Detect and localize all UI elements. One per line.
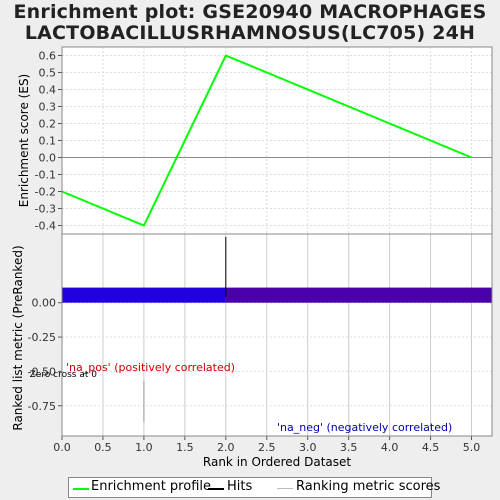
rank-y-tick-label-3: -0.75 [28, 400, 56, 413]
x-tick-label-1: 0.5 [94, 441, 112, 454]
es-y-tick-label-0: 0.6 [39, 50, 57, 63]
rank-panel-background [62, 234, 492, 436]
es-y-tick-label-1: 0.5 [39, 67, 57, 80]
x-tick-label-4: 2.0 [217, 441, 235, 454]
legend-swatch-ranking-metric [277, 488, 293, 489]
x-tick-label-8: 4.0 [381, 441, 399, 454]
chart-legend: Enrichment profile Hits Ranking metric s… [68, 477, 440, 498]
x-tick-label-6: 3.0 [299, 441, 317, 454]
x-tick-label-3: 1.5 [176, 441, 194, 454]
rank-panel-border [61, 233, 493, 437]
legend-label-enrichment-profile: Enrichment profile [91, 479, 211, 494]
x-tick-label-0: 0.0 [53, 441, 71, 454]
es-panel-background [62, 47, 492, 234]
chart-title-line-2: LACTOBACILLUSRHAMNOSUS(LC705) 24H [24, 22, 476, 44]
x-axis-title: Rank in Ordered Dataset [203, 455, 351, 469]
rank-y-tick-label-0: 0.00 [32, 297, 57, 310]
es-y-tick-label-6: 0.0 [39, 152, 57, 165]
negative-correlation-label: 'na_neg' (negatively correlated) [277, 421, 452, 434]
es-y-tick-label-2: 0.4 [39, 84, 57, 97]
es-y-tick-label-5: 0.1 [39, 135, 57, 148]
rank-y-tick-label-2: -0.50 [28, 365, 56, 378]
es-y-tick-label-7: -0.1 [35, 169, 56, 182]
es-y-tick-label-10: -0.4 [35, 220, 56, 233]
rank-y-axis-title: Ranked list metric (PreRanked) [11, 245, 25, 430]
legend-swatch-hits [208, 488, 224, 490]
chart-title-line-1: Enrichment plot: GSE20940 MACROPHAGES [13, 1, 487, 23]
positive-correlation-label: 'na_pos' (positively correlated) [66, 361, 235, 374]
es-y-axis-title: Enrichment score (ES) [17, 74, 31, 207]
x-tick-label-7: 3.5 [340, 441, 358, 454]
es-y-tick-label-9: -0.3 [35, 203, 56, 216]
ranking-bar-positive [62, 287, 226, 303]
x-tick-label-10: 5.0 [463, 441, 481, 454]
x-tick-label-2: 1.0 [135, 441, 153, 454]
rank-y-tick-label-1: -0.25 [28, 331, 56, 344]
legend-label-ranking-metric: Ranking metric scores [296, 479, 441, 494]
x-tick-label-5: 2.5 [258, 441, 276, 454]
x-tick-label-9: 4.5 [422, 441, 440, 454]
es-y-tick-label-4: 0.2 [39, 118, 57, 131]
es-y-tick-label-3: 0.3 [39, 101, 57, 114]
legend-swatch-enrichment-profile [73, 488, 89, 490]
es-y-tick-label-8: -0.2 [35, 186, 56, 199]
zero-cross-label: Zero cross at 0 [30, 370, 98, 380]
ranking-bar-negative [225, 287, 493, 303]
enrichment-profile-line [61, 54, 472, 227]
legend-label-hits: Hits [227, 479, 253, 494]
